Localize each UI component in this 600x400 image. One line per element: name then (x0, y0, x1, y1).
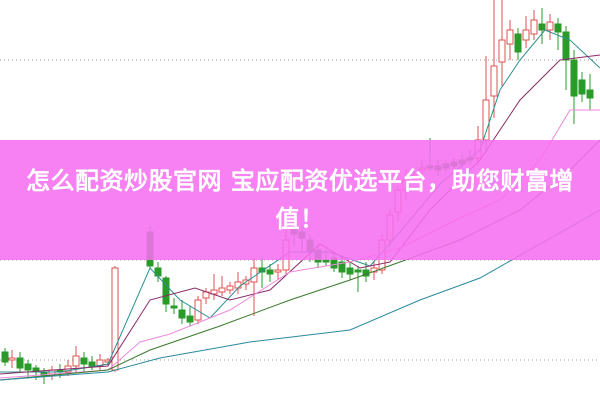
candle-body (338, 261, 346, 273)
title-banner: 怎么配资炒股官网 宝应配资优选平台，助您财富增值！ (0, 140, 600, 260)
candle-body (170, 305, 178, 309)
candle-body (354, 269, 362, 273)
banner-title: 怎么配资炒股官网 宝应配资优选平台，助您财富增值！ (26, 167, 574, 233)
candle-body (186, 315, 194, 323)
candle-body (80, 357, 88, 365)
candle-body (16, 357, 24, 369)
candle-body (194, 299, 202, 321)
candle-body (258, 267, 266, 273)
candle-body (490, 65, 498, 97)
candle-body (72, 355, 80, 367)
candle-body (322, 259, 330, 263)
candle-body (346, 267, 354, 275)
candle-body (266, 269, 274, 275)
candle-body (1, 351, 9, 363)
candle-body (178, 309, 186, 319)
candle-body (498, 39, 506, 63)
candle-body (274, 269, 282, 273)
candle-body (538, 23, 546, 31)
candle-body (506, 29, 514, 45)
candle-body (482, 99, 490, 141)
moving-average-line (0, 209, 600, 381)
candle-body (586, 89, 594, 99)
candle-body (562, 31, 570, 61)
candle-body (234, 281, 242, 289)
candle-body (218, 287, 226, 293)
candle-body (578, 79, 586, 95)
candle-body (522, 29, 530, 41)
candle-body (530, 19, 538, 35)
candle-body (8, 357, 16, 361)
candle-body (24, 363, 32, 371)
candle-body (514, 33, 522, 53)
candle-body (570, 59, 578, 97)
candle-body (546, 21, 554, 31)
candle-body (162, 277, 170, 305)
candle-body (88, 361, 96, 367)
candle-body (226, 285, 234, 291)
candle-body (96, 359, 104, 367)
candle-body (554, 23, 562, 33)
